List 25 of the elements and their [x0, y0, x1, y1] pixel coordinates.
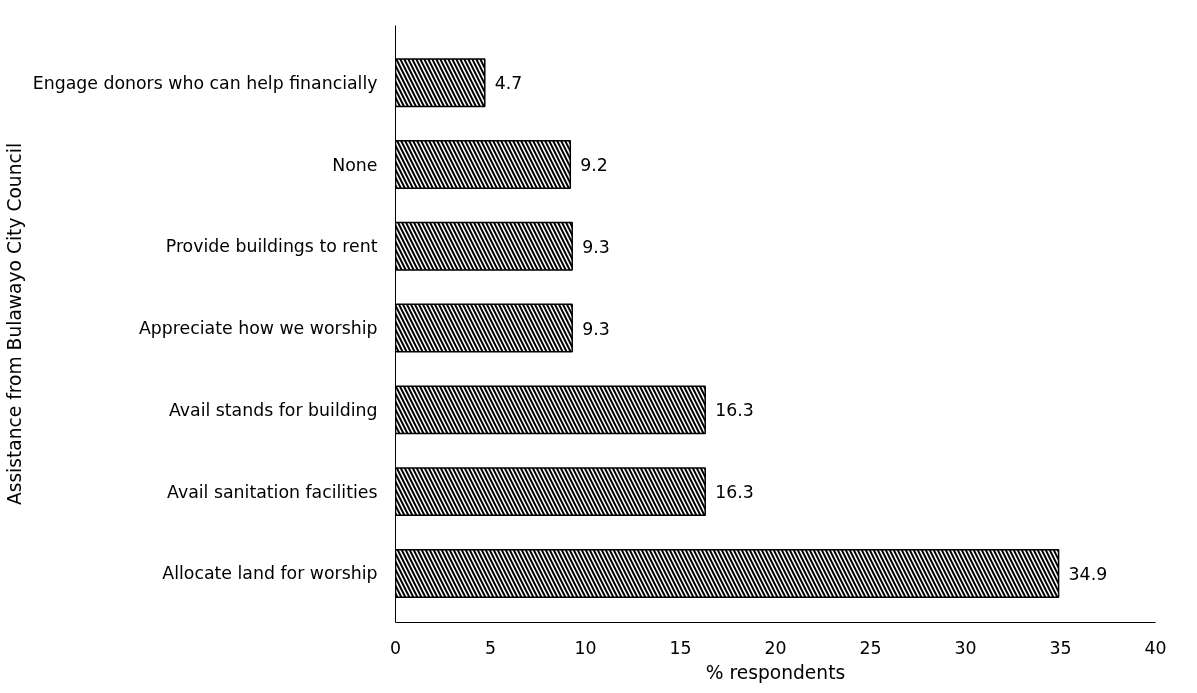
- y-tick-label: None: [332, 154, 378, 175]
- data-label: 34.9: [1068, 563, 1108, 584]
- y-tick-label: Provide buildings to rent: [165, 236, 378, 257]
- data-label: 16.3: [715, 482, 754, 503]
- y-tick-label: Allocate land for worship: [162, 563, 378, 584]
- y-axis-title: Assistance from Bulawayo City Council: [3, 142, 25, 506]
- x-tick-label: 5: [484, 637, 497, 658]
- x-tick-label: 15: [669, 637, 692, 658]
- x-tick-label: 0: [389, 637, 402, 658]
- data-label: 16.3: [715, 400, 754, 421]
- x-tick-label: 25: [859, 637, 882, 658]
- y-tick-label: Avail sanitation facilities: [167, 481, 378, 502]
- x-tick-label: 30: [954, 637, 977, 658]
- y-tick-label: Engage donors who can help financially: [32, 72, 378, 93]
- x-tick-label: 40: [1144, 637, 1167, 658]
- x-tick-label: 35: [1049, 637, 1072, 658]
- data-label: 4.7: [494, 73, 523, 94]
- x-axis-title: % respondents: [705, 661, 846, 683]
- data-label: 9.3: [582, 236, 610, 257]
- x-tick-label: 20: [764, 637, 787, 658]
- y-tick-label: Appreciate how we worship: [138, 318, 378, 339]
- data-label: 9.3: [582, 318, 610, 339]
- y-tick-label: Avail stands for building: [168, 399, 378, 420]
- x-tick-label: 10: [574, 637, 597, 658]
- data-label: 9.2: [580, 155, 608, 176]
